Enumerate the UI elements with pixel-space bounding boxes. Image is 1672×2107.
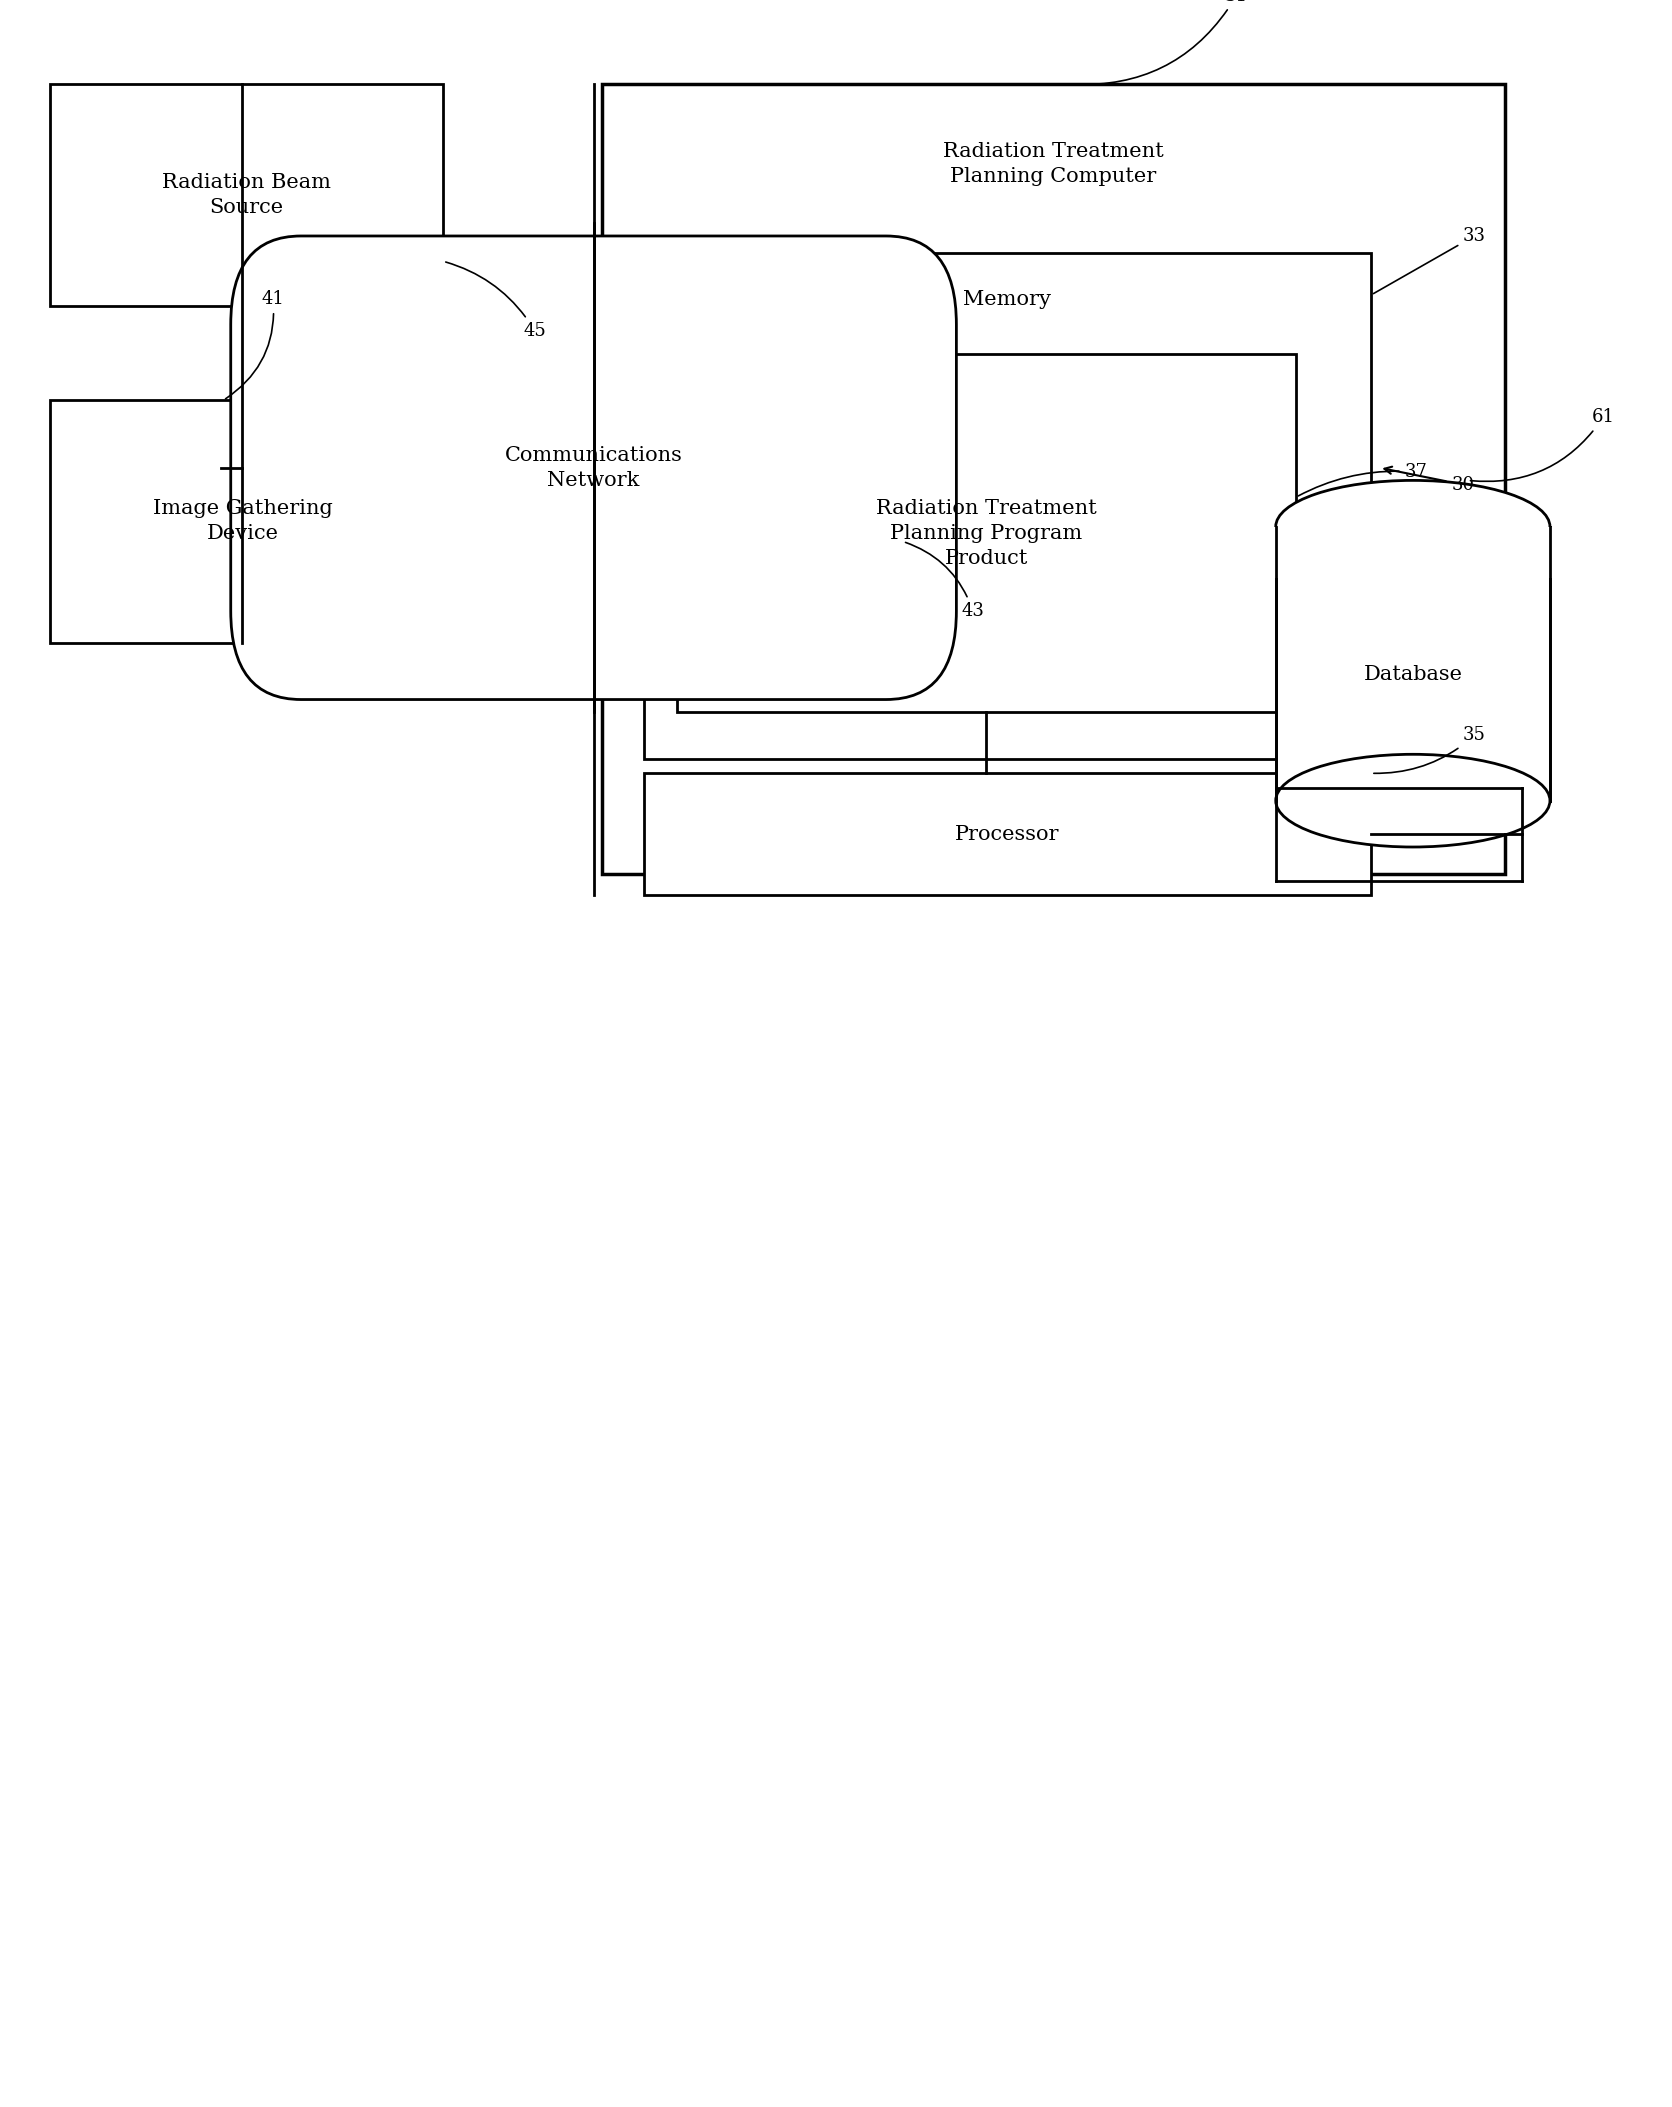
- Text: Radiation Beam
Source: Radiation Beam Source: [162, 173, 331, 217]
- Text: Communications
Network: Communications Network: [505, 447, 682, 489]
- Text: 37: 37: [1297, 464, 1428, 495]
- Text: 41: 41: [226, 291, 284, 398]
- Bar: [644, 253, 1371, 759]
- Bar: [1276, 527, 1550, 801]
- Text: Database: Database: [1363, 664, 1463, 685]
- Text: 45: 45: [446, 261, 547, 339]
- Text: Memory: Memory: [963, 289, 1052, 310]
- FancyBboxPatch shape: [231, 236, 956, 700]
- Bar: [602, 84, 1505, 874]
- Bar: [50, 400, 435, 643]
- Text: Processor: Processor: [955, 824, 1060, 845]
- Text: 43: 43: [906, 541, 985, 619]
- Text: 35: 35: [1374, 727, 1486, 773]
- Bar: [1271, 527, 1555, 577]
- Bar: [50, 84, 443, 306]
- Bar: [644, 773, 1371, 895]
- Ellipse shape: [1276, 480, 1550, 573]
- Text: 33: 33: [1373, 228, 1486, 293]
- Text: 61: 61: [1470, 409, 1615, 480]
- Text: Radiation Treatment
Planning Computer: Radiation Treatment Planning Computer: [943, 143, 1164, 185]
- Text: Image Gathering
Device: Image Gathering Device: [152, 499, 333, 544]
- Text: 31: 31: [1073, 0, 1247, 84]
- Text: 30: 30: [1384, 466, 1475, 493]
- Text: Radiation Treatment
Planning Program
Product: Radiation Treatment Planning Program Pro…: [876, 499, 1097, 567]
- Bar: [677, 354, 1296, 712]
- Ellipse shape: [1276, 754, 1550, 847]
